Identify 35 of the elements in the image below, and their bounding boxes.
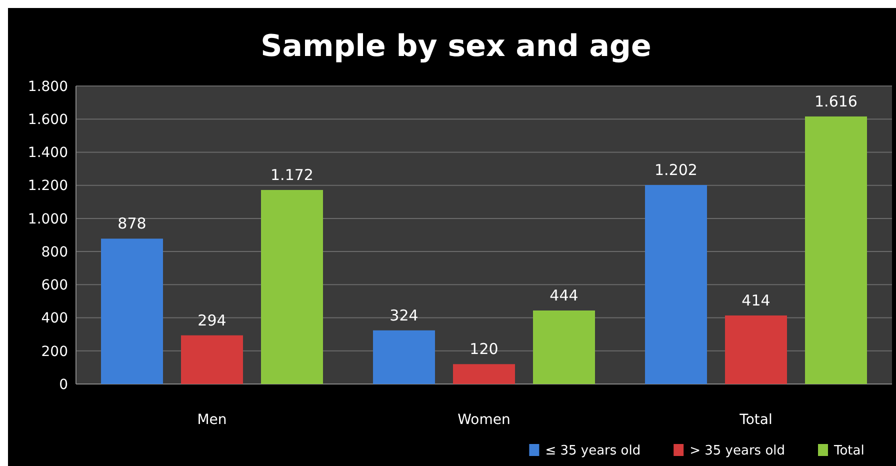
y-tick-label: 1.600 (28, 112, 68, 128)
data-label: 120 (470, 340, 498, 358)
y-tick-label: 1.000 (28, 211, 68, 228)
data-label: 294 (198, 311, 226, 330)
data-label: 1.202 (654, 161, 698, 179)
y-tick-label: 200 (41, 344, 68, 360)
y-tick-label: 600 (41, 278, 68, 294)
bar (805, 116, 867, 384)
bar (725, 315, 787, 384)
bar (645, 185, 707, 384)
y-tick-label: 400 (41, 310, 68, 327)
y-tick-label: 1.800 (28, 78, 68, 95)
bar (101, 238, 163, 384)
bar (453, 364, 515, 384)
chart-title: Sample by sex and age (260, 29, 652, 64)
data-label: 324 (390, 306, 418, 324)
data-label: 1.616 (814, 92, 858, 110)
y-tick-label: 1.200 (28, 178, 68, 194)
y-tick-label: 0 (59, 376, 68, 393)
bar (373, 330, 435, 384)
x-tick-label: Women (458, 412, 510, 428)
data-label: 1.172 (270, 166, 314, 184)
x-tick-label: Men (197, 412, 227, 428)
legend-label: Total (833, 444, 864, 459)
legend-label: ≤ 35 years old (545, 444, 641, 459)
x-tick-label: Total (738, 412, 772, 428)
data-label: 414 (742, 291, 770, 310)
y-tick-label: 800 (41, 244, 68, 260)
bar (533, 310, 595, 384)
data-label: 878 (118, 214, 146, 233)
legend-label: > 35 years old (690, 444, 786, 459)
data-label: 444 (550, 286, 578, 304)
y-tick-label: 1.400 (28, 145, 68, 162)
bar (181, 335, 243, 384)
bar (261, 190, 323, 384)
